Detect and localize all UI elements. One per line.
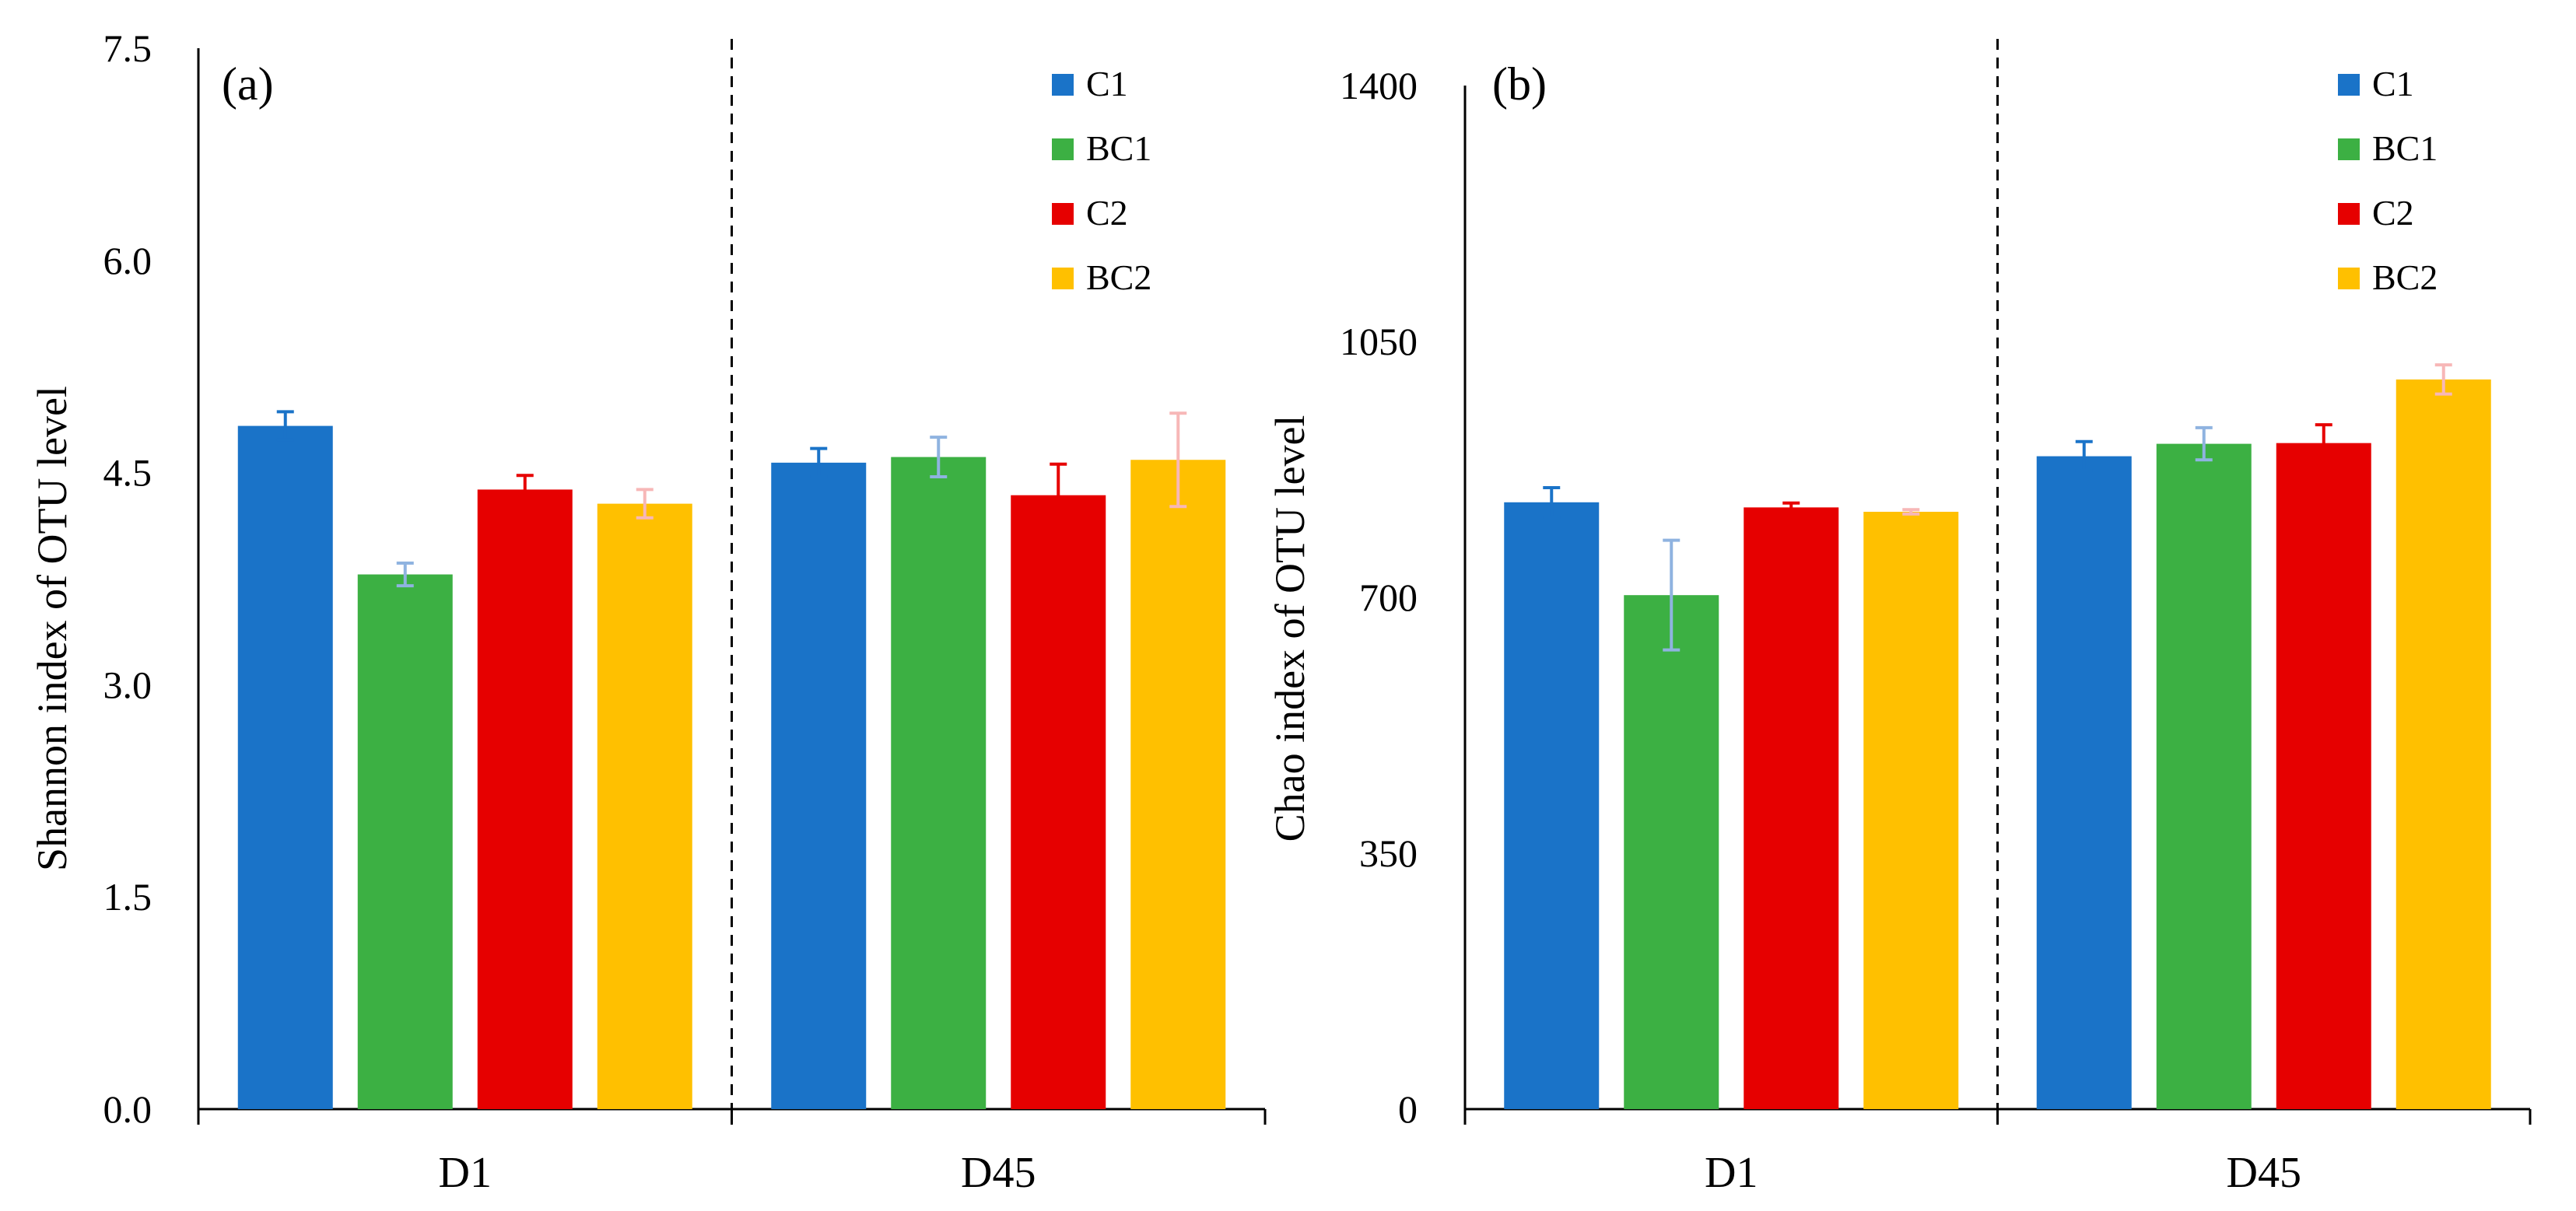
bar-bc2 <box>1863 512 1959 1109</box>
bar-bc1 <box>357 574 453 1109</box>
bar-c2 <box>477 489 573 1109</box>
x-category-label: D45 <box>2227 1149 2301 1197</box>
chart-panel-b: (b) Chao index of OTU level 0 350 700 1050 1… <box>1267 39 2532 1197</box>
legend-label: C2 <box>1086 193 1128 233</box>
bar-bc1 <box>891 457 987 1109</box>
bar-c1 <box>771 462 867 1109</box>
y-tick-label: 0.0 <box>103 1087 152 1131</box>
y-tick-label: 6.0 <box>103 239 152 282</box>
bar-bc2 <box>597 503 692 1109</box>
y-axis-label-b: Chao index of OTU level <box>1267 415 1313 842</box>
bar-c1 <box>1504 502 1600 1109</box>
bar-c1 <box>2036 456 2132 1109</box>
panel-label-b: (b) <box>1492 58 1547 110</box>
legend-swatch <box>2338 203 2360 225</box>
y-tick-label: 1050 <box>1340 320 1418 363</box>
y-axis-label-a: Shannon index of OTU level <box>29 386 75 871</box>
x-category-label: D45 <box>961 1149 1036 1197</box>
y-tick-label: 7.5 <box>103 26 152 70</box>
bar-c1 <box>237 425 333 1109</box>
legend-swatch <box>2338 74 2360 96</box>
bar-c2 <box>1011 495 1106 1109</box>
legend-swatch <box>1052 203 1074 225</box>
bar-c2 <box>2276 443 2371 1109</box>
legend-swatch <box>1052 268 1074 289</box>
panel-label-a: (a) <box>222 58 274 110</box>
legend-label: BC2 <box>1086 257 1151 297</box>
bar-bc2 <box>2396 379 2491 1109</box>
chart-panel-a: (a) Shannon index of OTU level 0.0 1.5 3.0… <box>29 26 1267 1197</box>
legend-label: C1 <box>2372 64 2414 103</box>
legend-label: BC1 <box>2372 128 2438 168</box>
y-tick-label: 1400 <box>1340 64 1418 107</box>
bar-bc1 <box>2156 443 2252 1109</box>
legend-swatch <box>1052 138 1074 160</box>
x-category-label: D1 <box>439 1149 492 1197</box>
y-tick-label: 4.5 <box>103 451 152 495</box>
bar-c2 <box>1744 507 1839 1109</box>
legend-label: BC2 <box>2372 257 2438 297</box>
y-tick-label: 0 <box>1398 1087 1418 1131</box>
legend-label: C1 <box>1086 64 1128 103</box>
y-tick-label: 1.5 <box>103 875 152 919</box>
legend-label: BC1 <box>1086 128 1151 168</box>
y-tick-label: 3.0 <box>103 663 152 706</box>
x-category-label: D1 <box>1705 1149 1758 1197</box>
legend-swatch <box>1052 74 1074 96</box>
legend-label: C2 <box>2372 193 2414 233</box>
legend-swatch <box>2338 268 2360 289</box>
bar-bc1 <box>1624 595 1719 1109</box>
legend-swatch <box>2338 138 2360 160</box>
y-tick-label: 350 <box>1359 831 1418 875</box>
bar-bc2 <box>1130 460 1226 1109</box>
y-tick-label: 700 <box>1359 576 1418 619</box>
